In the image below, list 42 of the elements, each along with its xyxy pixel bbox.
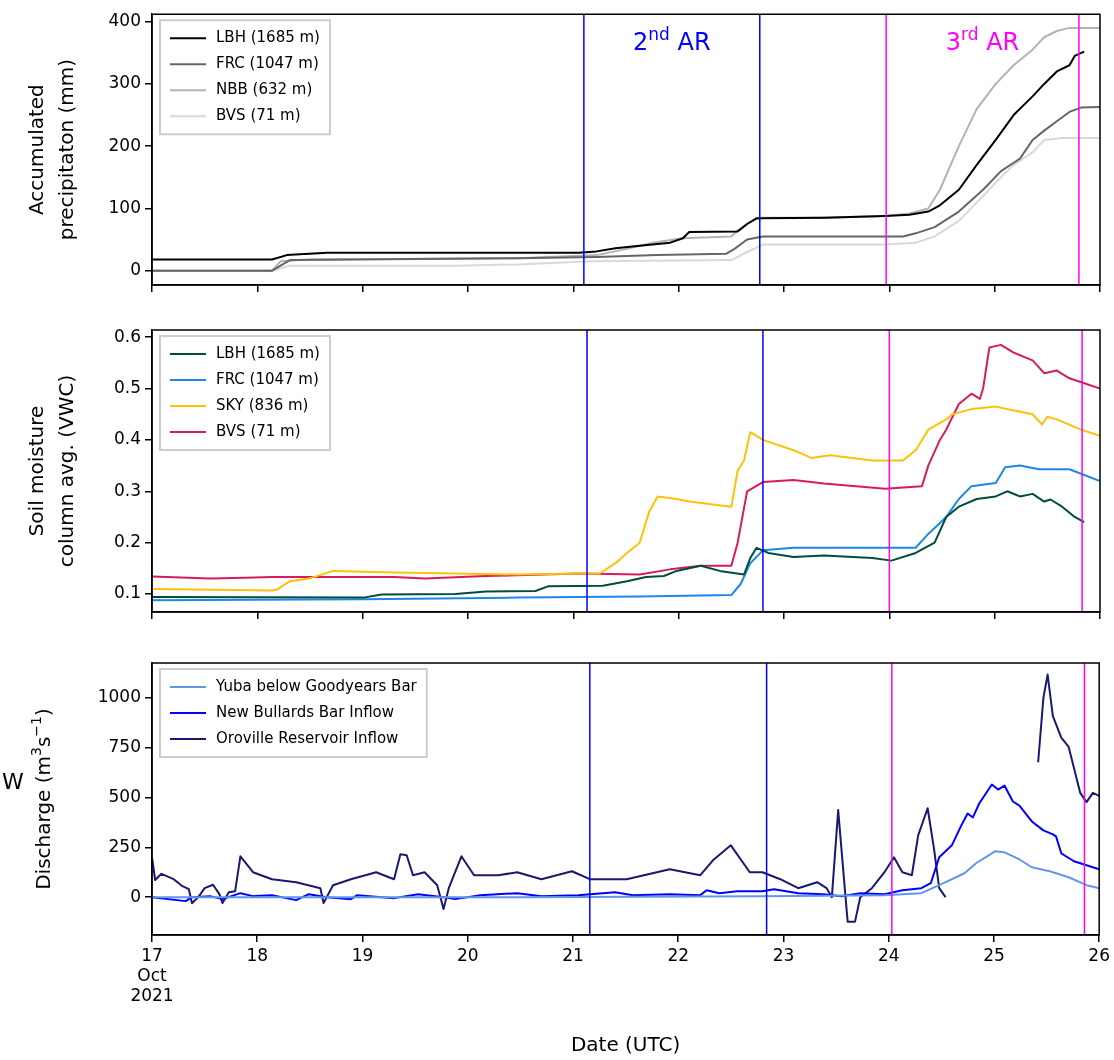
legend-label: LBH (1685 m) — [216, 28, 320, 47]
legend-label: NBB (632 m) — [216, 80, 313, 99]
y-tick-label: 1000 — [97, 686, 141, 707]
y-tick-label: 500 — [108, 785, 141, 806]
x-tick-label: 19 — [351, 944, 374, 965]
y-axis-title: Discharge (m3s−1) — [28, 708, 56, 890]
legend-label: Oroville Reservoir Inflow — [216, 728, 399, 747]
y-tick-label: 0.1 — [113, 582, 141, 603]
legend-label: LBH (1685 m) — [216, 343, 320, 362]
x-axis-title: Date (UTC) — [570, 1032, 681, 1057]
y-tick-label: 0.4 — [113, 428, 141, 449]
y-axis-title: Accumulated precipitaton (mm) — [24, 58, 79, 241]
text: W — [2, 768, 24, 794]
legend-label: SKY (836 m) — [216, 395, 309, 414]
x-tick-label: 17 Oct 2021 — [130, 944, 174, 1006]
y-tick-label: 0 — [130, 259, 141, 280]
y-tick-label: 0.3 — [113, 479, 141, 500]
y-tick-label: 0.5 — [113, 376, 141, 397]
y-tick-label: 250 — [108, 835, 141, 856]
x-tick-label: 20 — [456, 944, 479, 965]
x-tick-label: 25 — [983, 944, 1005, 965]
legend-label: FRC (1047 m) — [216, 369, 319, 388]
legend-label: New Bullards Bar Inflow — [216, 702, 395, 721]
legend-label: BVS (71 m) — [216, 106, 301, 125]
y-tick-label: 750 — [108, 736, 141, 757]
y-tick-label: 200 — [108, 134, 141, 155]
y-tick-label: 300 — [108, 72, 141, 93]
x-tick-label: 22 — [667, 944, 690, 965]
x-tick-label: 21 — [562, 944, 584, 965]
legend-label: Yuba below Goodyears Bar — [215, 676, 418, 695]
x-tick-label: 18 — [246, 944, 269, 965]
legend-label: BVS (71 m) — [216, 421, 301, 440]
y-tick-label: 400 — [108, 10, 141, 31]
x-tick-label: 23 — [772, 944, 795, 965]
y-axis-title: Soil moisture column avg. (VWC) — [24, 374, 79, 568]
y-tick-label: 100 — [108, 196, 141, 217]
legend-label: FRC (1047 m) — [216, 54, 319, 73]
y-tick-label: 0.2 — [113, 531, 141, 552]
x-tick-label: 26 — [1088, 944, 1110, 965]
y-tick-label: 0.6 — [113, 325, 141, 346]
y-tick-label: 0 — [130, 885, 141, 906]
x-tick-label: 24 — [877, 944, 900, 965]
